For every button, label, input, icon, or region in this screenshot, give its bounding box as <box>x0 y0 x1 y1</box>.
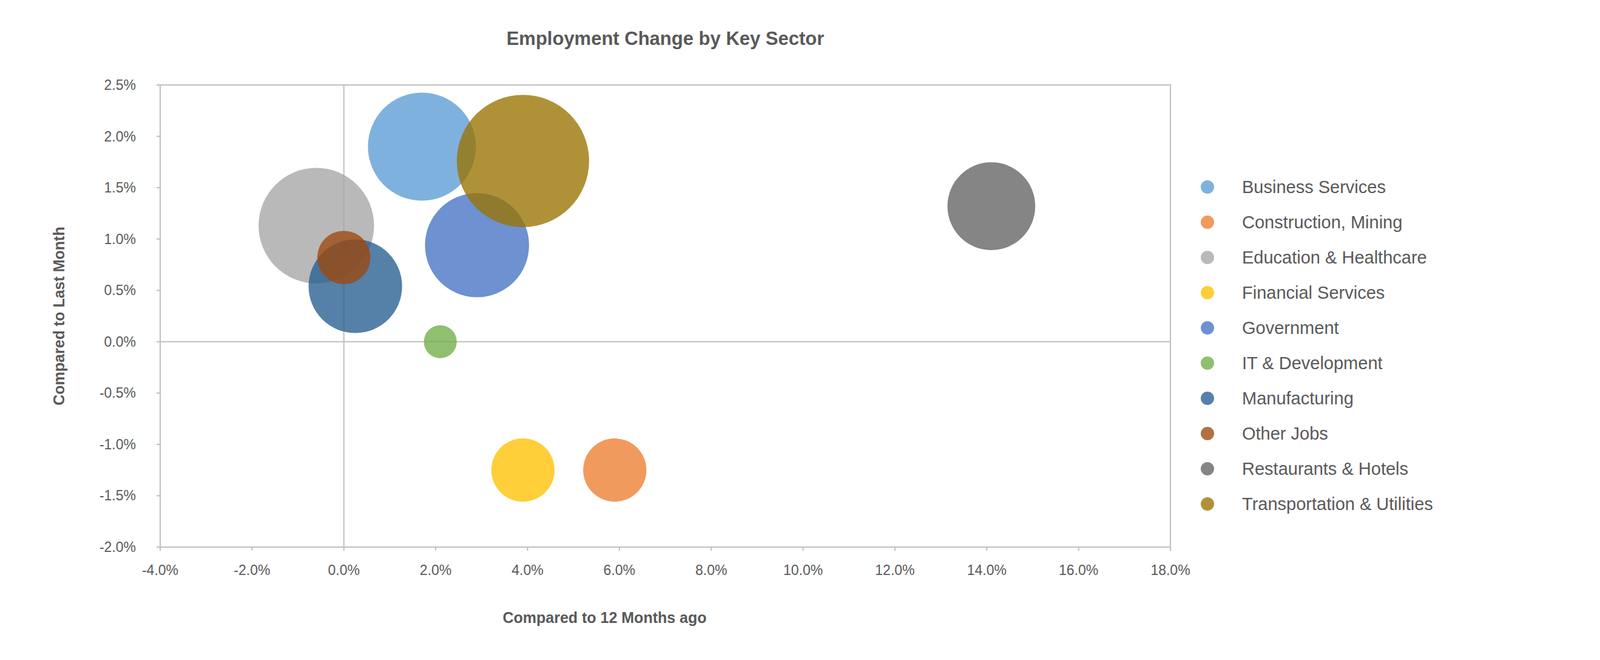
bubble <box>583 438 647 502</box>
legend-label: Transportation & Utilities <box>1242 493 1434 514</box>
x-tick <box>894 546 896 551</box>
x-tick-label: 4.0% <box>511 561 544 578</box>
chart: Employment Change by Key Sector -4.0% -2.0… <box>0 0 1600 660</box>
legend-marker <box>1200 250 1215 264</box>
y-tick-label: -1.0% <box>99 436 136 453</box>
x-tick-label: 18.0% <box>1150 561 1190 578</box>
x-tick <box>526 546 528 551</box>
y-axis-label: Compared to Last Month <box>50 226 68 405</box>
x-tick-label: 0.0% <box>328 561 360 578</box>
x-tick-label: 6.0% <box>603 561 636 578</box>
y-tick-label: -2.0% <box>99 538 136 555</box>
x-tick <box>435 546 437 551</box>
x-tick-label: 12.0% <box>874 561 915 578</box>
x-tick <box>1078 546 1080 551</box>
x-tick-label: 14.0% <box>967 561 1007 578</box>
x-tick-label: 16.0% <box>1058 561 1099 578</box>
x-tick <box>251 546 253 551</box>
legend-marker <box>1200 461 1215 476</box>
legend-label: Business Services <box>1242 177 1386 197</box>
x-tick-label: 10.0% <box>783 561 823 578</box>
legend-label: Other Jobs <box>1242 423 1329 443</box>
y-tick-label: 1.0% <box>104 231 136 247</box>
y-tick <box>156 494 161 496</box>
legend-label: Government <box>1242 317 1340 338</box>
legend-label: Manufacturing <box>1242 388 1354 408</box>
legend-marker <box>1200 320 1215 335</box>
y-tick <box>156 238 161 240</box>
x-tick <box>802 546 804 551</box>
bubble <box>491 438 555 502</box>
x-tick <box>1169 546 1172 551</box>
legend-marker <box>1200 285 1215 300</box>
legend-marker <box>1200 180 1215 194</box>
x-tick-label: -4.0% <box>141 561 179 578</box>
y-tick-label: 0.5% <box>104 282 136 298</box>
legend-marker <box>1200 391 1215 405</box>
legend-label: Restaurants & Hotels <box>1242 458 1409 479</box>
x-tick <box>985 546 988 551</box>
legend-label: Education & Healthcare <box>1242 247 1428 267</box>
bubbles <box>258 92 1036 502</box>
x-tick-label: 2.0% <box>419 561 452 578</box>
x-tick <box>618 546 621 551</box>
legend-marker <box>1200 496 1215 511</box>
legend: Business Services Construction, Mining Edu… <box>1200 177 1434 514</box>
bubble <box>947 162 1036 250</box>
y-tick-label: 2.5% <box>104 77 136 93</box>
y-tick-label: 1.5% <box>104 179 136 196</box>
legend-label: IT & Development <box>1242 353 1383 373</box>
y-tick <box>156 546 161 548</box>
y-tick-label: -1.5% <box>99 487 136 503</box>
title: Employment Change by Key Sector <box>506 27 825 50</box>
x-tick-label: -2.0% <box>233 561 271 578</box>
legend-marker <box>1200 426 1215 440</box>
y-tick <box>156 391 161 394</box>
y-tick <box>156 289 161 291</box>
y-tick-label: 2.0% <box>104 128 136 145</box>
bubble <box>456 94 590 227</box>
x-tick-label: 8.0% <box>695 561 727 578</box>
x-axis-line <box>160 340 1171 343</box>
y-tick-label: 0.0% <box>104 333 136 350</box>
x-tick <box>710 546 712 551</box>
bubble <box>317 230 371 284</box>
legend-label: Construction, Mining <box>1242 212 1403 232</box>
x-axis-label: Compared to 12 Months ago <box>502 608 707 626</box>
y-tick <box>156 340 161 343</box>
y-tick <box>156 84 161 86</box>
y-tick <box>156 186 161 189</box>
bubble <box>424 325 457 358</box>
legend-label: Financial Services <box>1242 282 1385 303</box>
legend-marker <box>1200 356 1215 370</box>
legend-marker <box>1200 215 1215 229</box>
y-tick <box>156 443 161 445</box>
x-tick <box>343 546 345 551</box>
plot-frame <box>160 84 1171 547</box>
y-tick <box>156 135 161 138</box>
y-tick-label: -0.5% <box>99 384 136 401</box>
